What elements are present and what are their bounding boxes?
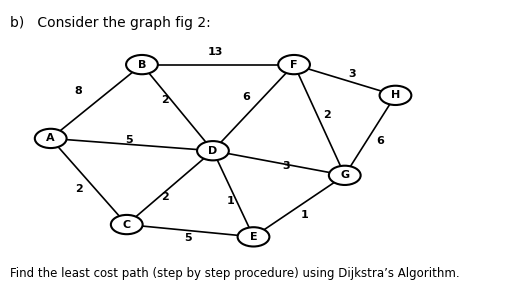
Text: b)   Consider the graph fig 2:: b) Consider the graph fig 2: <box>10 16 211 29</box>
Text: 5: 5 <box>125 135 133 145</box>
Text: D: D <box>208 146 218 156</box>
Circle shape <box>329 166 360 185</box>
Text: 2: 2 <box>323 110 331 120</box>
Text: E: E <box>249 232 258 242</box>
Text: G: G <box>340 170 349 180</box>
Circle shape <box>278 55 310 74</box>
Text: C: C <box>123 220 131 230</box>
Text: 2: 2 <box>75 184 83 194</box>
Circle shape <box>111 215 142 234</box>
Text: 5: 5 <box>184 233 192 243</box>
Circle shape <box>238 227 269 246</box>
Text: F: F <box>291 60 298 70</box>
Text: 2: 2 <box>161 95 169 105</box>
Text: 3: 3 <box>348 69 356 79</box>
Text: 2: 2 <box>161 192 169 202</box>
Text: 1: 1 <box>300 210 308 220</box>
Text: 13: 13 <box>208 47 223 57</box>
Text: H: H <box>391 90 400 100</box>
Text: B: B <box>138 60 146 70</box>
Text: A: A <box>46 133 55 143</box>
Text: 1: 1 <box>227 196 235 207</box>
Circle shape <box>197 141 229 160</box>
Circle shape <box>35 129 66 148</box>
Circle shape <box>126 55 158 74</box>
Circle shape <box>380 86 411 105</box>
Text: 8: 8 <box>75 86 83 96</box>
Text: 6: 6 <box>242 92 250 102</box>
Text: Find the least cost path (step by step procedure) using Dijkstra’s Algorithm.: Find the least cost path (step by step p… <box>10 267 460 280</box>
Text: 3: 3 <box>282 161 291 171</box>
Text: 6: 6 <box>376 136 384 147</box>
